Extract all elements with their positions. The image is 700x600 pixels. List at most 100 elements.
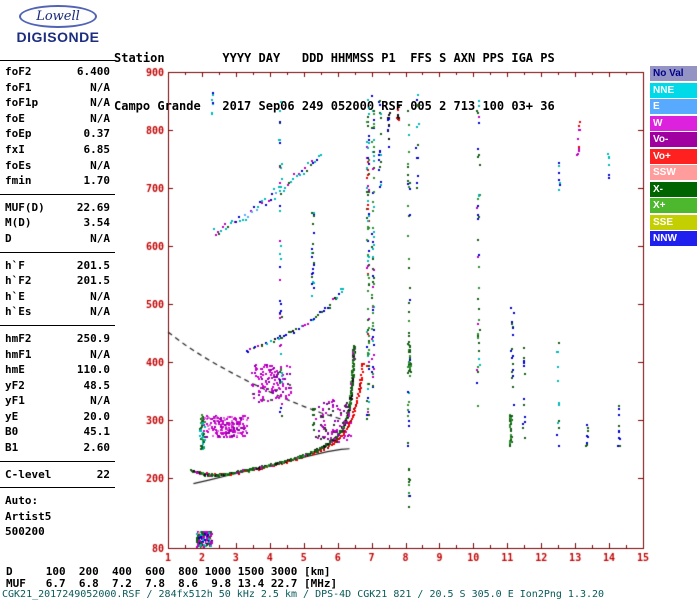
parameter-label: hmF1 bbox=[5, 347, 32, 361]
parameter-label: h`Es bbox=[5, 305, 32, 319]
legend-item-vo-: Vo- bbox=[650, 132, 697, 147]
logo-digisonde-text: DIGISONDE bbox=[16, 29, 100, 45]
parameter-label: foEs bbox=[5, 158, 32, 172]
parameter-label: fxI bbox=[5, 142, 25, 156]
parameter-value: 250.9 bbox=[76, 331, 110, 345]
parameter-label: h`E bbox=[5, 289, 25, 303]
parameter-row-b1: B1 2.60 bbox=[5, 440, 110, 456]
parameter-value: N/A bbox=[90, 289, 110, 303]
legend-item-w: W bbox=[650, 115, 697, 131]
parameter-row-hme: hmE 110.0 bbox=[5, 362, 110, 378]
lowell-logo-oval: Lowell bbox=[19, 5, 97, 28]
parameter-label: foEp bbox=[5, 127, 32, 141]
parameter-row-fof1p: foF1p N/A bbox=[5, 95, 110, 111]
sidebar-separator bbox=[0, 487, 115, 489]
parameter-row-b0: B0 45.1 bbox=[5, 424, 110, 440]
legend-item-vo-: Vo+ bbox=[650, 148, 697, 164]
parameter-value: 6.85 bbox=[83, 142, 111, 156]
parameter-label: C-level bbox=[5, 467, 52, 481]
parameter-value: N/A bbox=[90, 96, 110, 110]
parameter-label: Artist5 bbox=[5, 509, 52, 523]
parameter-value: 22 bbox=[96, 467, 110, 481]
legend-item-nnw: NNW bbox=[650, 231, 697, 246]
d-distance-row: D 100 200 400 600 800 1000 1500 3000 [km… bbox=[6, 565, 331, 578]
parameter-label: foE bbox=[5, 111, 25, 125]
parameter-sidebar: foF2 6.400 foF1 N/A foF1p N/A foE N/A foEp 0.37 fx… bbox=[0, 60, 115, 540]
parameter-row-auto: Auto: bbox=[5, 493, 110, 509]
parameter-label: B0 bbox=[5, 425, 19, 439]
legend-item-x-: X- bbox=[650, 181, 697, 197]
parameter-label: hmF2 bbox=[5, 331, 32, 345]
parameter-label: h`F bbox=[5, 258, 25, 272]
parameter-row-hmf2: hmF2 250.9 bbox=[5, 331, 110, 347]
legend-item-sse: SSE bbox=[650, 214, 697, 230]
parameter-row-yf1: yF1 N/A bbox=[5, 393, 110, 409]
parameter-value: N/A bbox=[90, 111, 110, 125]
parameter-value: N/A bbox=[90, 231, 110, 245]
parameter-row-hf: h`F 201.5 bbox=[5, 258, 110, 274]
parameter-value: 110.0 bbox=[76, 363, 110, 377]
parameter-label: foF1 bbox=[5, 80, 32, 94]
logo-lowell-text: Lowell bbox=[36, 9, 80, 24]
parameter-label: hmE bbox=[5, 363, 25, 377]
parameter-row-mufd: MUF(D) 22.69 bbox=[5, 200, 110, 216]
parameter-label: D bbox=[5, 231, 12, 245]
legend-item-nne: NNE bbox=[650, 82, 697, 98]
parameter-row-he: h`E N/A bbox=[5, 289, 110, 305]
parameter-label: 500200 bbox=[5, 525, 45, 539]
parameter-value: 22.69 bbox=[76, 200, 110, 214]
lowell-digisonde-logo: Lowell DIGISONDE bbox=[4, 5, 112, 45]
parameter-label: yE bbox=[5, 409, 19, 423]
parameter-label: foF1p bbox=[5, 96, 39, 110]
parameter-value: 20.0 bbox=[83, 409, 111, 423]
parameter-row-yf2: yF2 48.5 bbox=[5, 378, 110, 394]
parameter-label: B1 bbox=[5, 441, 19, 455]
dmuf-table: D 100 200 400 600 800 1000 1500 3000 [km… bbox=[6, 566, 337, 590]
parameter-label: Auto: bbox=[5, 494, 39, 508]
parameter-row-hf2: h`F2 201.5 bbox=[5, 273, 110, 289]
parameter-value: 45.1 bbox=[83, 425, 111, 439]
parameter-value: N/A bbox=[90, 305, 110, 319]
parameter-row-hmf1: hmF1 N/A bbox=[5, 347, 110, 363]
legend-item-x-: X+ bbox=[650, 198, 697, 213]
sidebar-separator bbox=[0, 251, 115, 253]
parameter-value: 1.70 bbox=[83, 174, 111, 188]
parameter-value: 201.5 bbox=[76, 258, 110, 272]
parameter-value: N/A bbox=[90, 347, 110, 361]
parameter-row-foe: foE N/A bbox=[5, 111, 110, 127]
muf-row: MUF 6.7 6.8 7.2 7.8 8.6 9.8 13.4 22.7 [M… bbox=[6, 577, 338, 590]
ionogram-plot bbox=[118, 60, 650, 572]
parameter-row-ye: yE 20.0 bbox=[5, 409, 110, 425]
sidebar-separator bbox=[0, 460, 115, 462]
parameter-value: N/A bbox=[90, 158, 110, 172]
parameter-label: h`F2 bbox=[5, 274, 32, 288]
parameter-value: N/A bbox=[90, 80, 110, 94]
parameter-row-fxi: fxI 6.85 bbox=[5, 142, 110, 158]
parameter-row-hes: h`Es N/A bbox=[5, 304, 110, 320]
parameter-label: M(D) bbox=[5, 216, 32, 230]
parameter-value: 201.5 bbox=[76, 274, 110, 288]
parameter-label: foF2 bbox=[5, 65, 32, 78]
legend-item-ssw: SSW bbox=[650, 165, 697, 180]
parameter-row-fof2: foF2 6.400 bbox=[5, 64, 110, 80]
parameter-row-fof1: foF1 N/A bbox=[5, 80, 110, 96]
echo-legend: No Val NNE E W Vo- Vo+ SSW X- X+ SSE NNW bbox=[650, 66, 697, 248]
parameter-label: yF2 bbox=[5, 378, 25, 392]
parameter-value: 48.5 bbox=[83, 378, 111, 392]
parameter-row-clevel: C-level 22 bbox=[5, 467, 110, 483]
parameter-label: yF1 bbox=[5, 394, 25, 408]
legend-item-e: E bbox=[650, 99, 697, 114]
parameter-value: 3.54 bbox=[83, 216, 111, 230]
parameter-row-artist5: Artist5 bbox=[5, 509, 110, 525]
parameter-row-fmin: fmin 1.70 bbox=[5, 173, 110, 189]
parameter-value: 6.400 bbox=[76, 65, 110, 78]
parameter-value: 2.60 bbox=[83, 441, 111, 455]
parameter-row-foep: foEp 0.37 bbox=[5, 126, 110, 142]
parameter-row-d: D N/A bbox=[5, 231, 110, 247]
parameter-row-foes: foEs N/A bbox=[5, 158, 110, 174]
parameter-label: MUF(D) bbox=[5, 200, 45, 214]
legend-item-no-val: No Val bbox=[650, 66, 697, 81]
file-info-line: CGK21_2017249052000.RSF / 284fx512h 50 k… bbox=[2, 589, 605, 600]
sidebar-separator bbox=[0, 193, 115, 195]
